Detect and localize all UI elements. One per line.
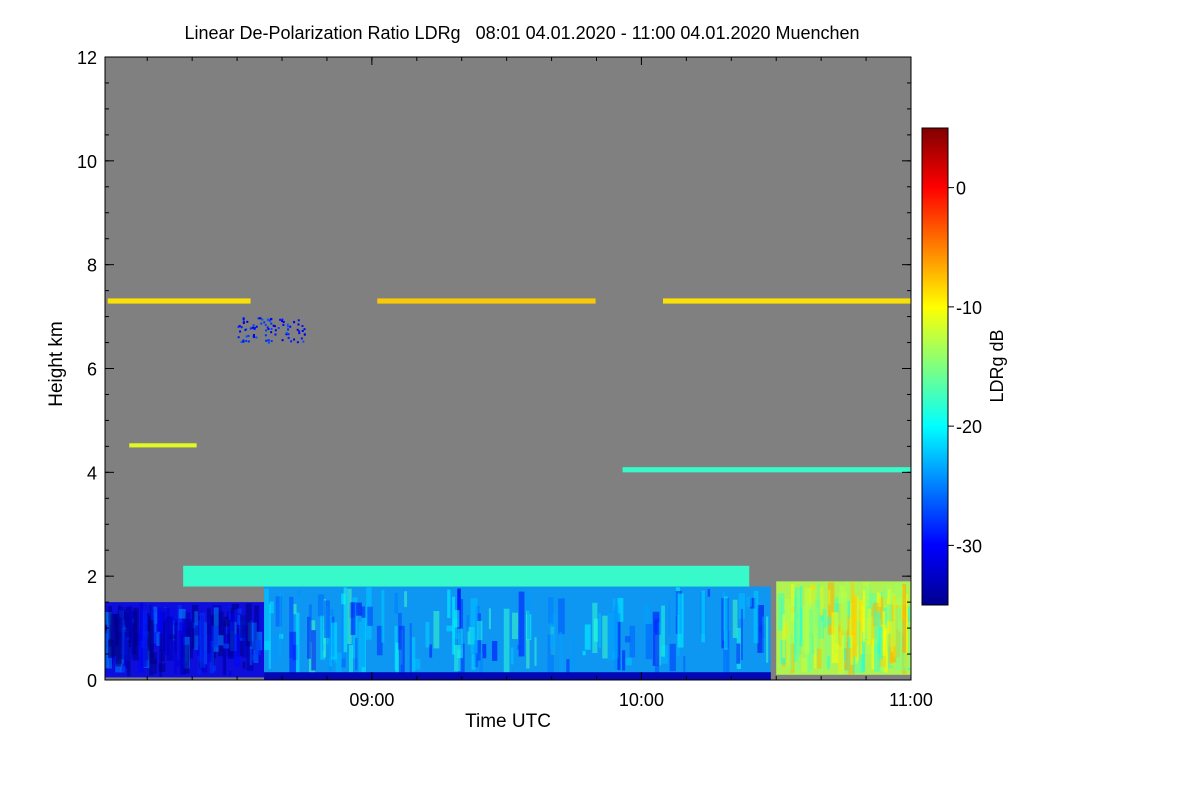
colorbar-label: LDRg dB — [987, 329, 1007, 402]
y-tick-label: 8 — [87, 256, 97, 276]
colorbar-axis: 0 -10 -20 -30 — [948, 179, 982, 556]
colorbar-tick-label: 0 — [956, 179, 966, 199]
heatmap-features — [105, 298, 911, 680]
colorbar — [921, 127, 949, 606]
y-tick-label: 0 — [87, 671, 97, 691]
x-tick-label: 09:00 — [349, 690, 394, 710]
cirrus-layer-a — [107, 298, 251, 304]
mid-layer-b — [622, 467, 911, 473]
chart-title: Linear De-Polarization Ratio LDRg 08:01 … — [184, 23, 859, 43]
x-tick-label: 10:00 — [619, 690, 664, 710]
y-tick-label: 6 — [87, 360, 97, 380]
y-tick-label: 12 — [77, 48, 97, 68]
colorbar-tick-label: -10 — [956, 298, 982, 318]
late-aerosol — [776, 581, 911, 675]
x-tick-label: 11:00 — [889, 690, 933, 710]
y-tick-label: 2 — [87, 567, 97, 587]
y-axis-label: Height km — [46, 321, 67, 407]
x-axis-label: Time UTC — [465, 711, 551, 732]
colorbar-tick-label: -30 — [956, 536, 982, 556]
y-tick-label: 10 — [77, 152, 97, 172]
y-axis: 0 2 4 6 8 10 12 — [77, 48, 911, 691]
y-tick-label: 4 — [87, 463, 97, 483]
ice-fall-streak — [237, 317, 306, 344]
cirrus-layer-b — [377, 298, 596, 304]
boundary-layer-main — [264, 586, 771, 675]
colorbar-tick-label: -20 — [956, 417, 982, 437]
surface-layer — [264, 672, 771, 680]
mid-layer-a — [129, 443, 197, 448]
boundary-layer-early — [105, 602, 265, 678]
boundary-layer-top — [183, 565, 750, 587]
x-axis: 09:00 10:00 11:00 — [146, 57, 933, 710]
cirrus-layer-c — [663, 298, 911, 304]
